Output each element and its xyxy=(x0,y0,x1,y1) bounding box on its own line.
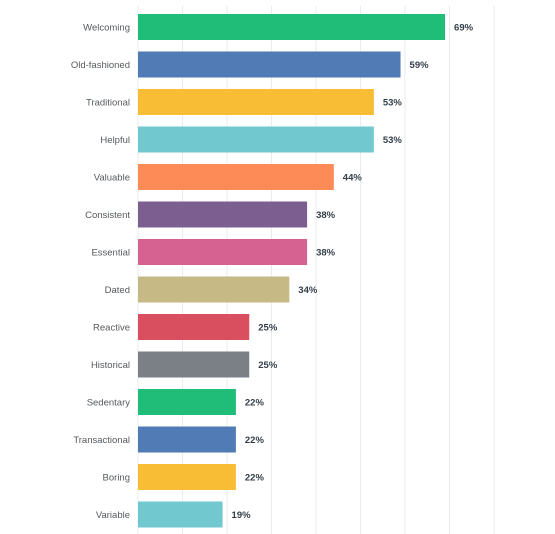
category-label-essential: Essential xyxy=(91,248,130,259)
value-label-boring: 22% xyxy=(245,473,265,484)
bar-old-fashioned xyxy=(138,51,401,78)
bar-consistent xyxy=(138,201,308,228)
value-label-traditional: 53% xyxy=(383,98,403,109)
value-label-historical: 25% xyxy=(258,360,278,371)
value-label-essential: 38% xyxy=(316,248,336,259)
bar-helpful xyxy=(138,126,374,153)
category-label-transactional: Transactional xyxy=(73,435,130,446)
bar-reactive xyxy=(138,314,250,340)
value-label-consistent: 38% xyxy=(316,210,336,221)
category-label-reactive: Reactive xyxy=(93,323,130,334)
category-label-traditional: Traditional xyxy=(86,98,130,109)
category-label-old-fashioned: Old-fashioned xyxy=(71,60,130,71)
value-label-transactional: 22% xyxy=(245,435,265,446)
category-label-sedentary: Sedentary xyxy=(87,398,131,409)
value-label-variable: 19% xyxy=(232,510,252,521)
value-label-dated: 34% xyxy=(298,285,318,296)
bar-welcoming xyxy=(138,14,446,40)
value-labels: 69% 59% 53% 53% 44% 38% 38% 34% 25% 25% 22% 22% 22% 1… xyxy=(232,23,474,522)
category-label-dated: Dated xyxy=(105,285,130,296)
value-label-reactive: 25% xyxy=(258,323,278,334)
value-label-valuable: 44% xyxy=(343,173,363,184)
bar-valuable xyxy=(138,164,334,190)
gridlines xyxy=(137,6,495,534)
value-label-sedentary: 22% xyxy=(245,398,265,409)
category-labels: Welcoming Old-fashioned Traditional Helpful… xyxy=(71,23,131,522)
category-label-variable: Variable xyxy=(96,510,130,521)
bar-variable xyxy=(138,501,223,528)
category-label-historical: Historical xyxy=(91,360,130,371)
value-label-old-fashioned: 59% xyxy=(410,60,430,71)
category-label-welcoming: Welcoming xyxy=(83,23,130,34)
bar-traditional xyxy=(138,89,374,115)
category-label-boring: Boring xyxy=(103,473,130,484)
category-label-helpful: Helpful xyxy=(100,135,130,146)
bar-dated xyxy=(138,276,290,303)
bar-essential xyxy=(138,239,308,265)
value-label-helpful: 53% xyxy=(383,135,403,146)
bar-sedentary xyxy=(138,389,236,415)
category-label-valuable: Valuable xyxy=(94,173,130,184)
bar-transactional xyxy=(138,426,236,453)
value-label-welcoming: 69% xyxy=(454,23,474,34)
category-label-consistent: Consistent xyxy=(85,210,130,221)
bars xyxy=(138,14,446,528)
bar-boring xyxy=(138,464,236,490)
bar-historical xyxy=(138,351,250,378)
